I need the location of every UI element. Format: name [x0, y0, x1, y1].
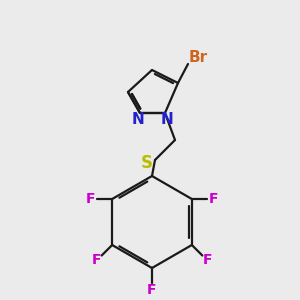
Text: F: F [202, 254, 212, 267]
Text: Br: Br [188, 50, 208, 65]
Text: S: S [141, 154, 153, 172]
Text: N: N [160, 112, 173, 127]
Text: F: F [147, 283, 157, 297]
Text: F: F [209, 192, 219, 206]
Text: F: F [85, 192, 95, 206]
Text: N: N [132, 112, 144, 127]
Text: F: F [92, 254, 101, 267]
